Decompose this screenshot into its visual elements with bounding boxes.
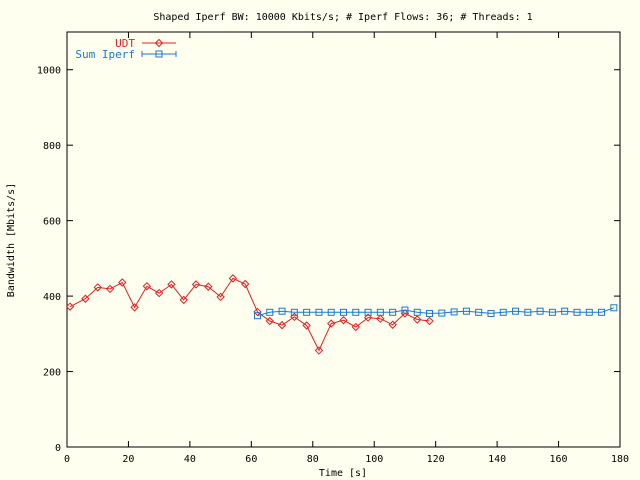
y-tick-label: 800 bbox=[43, 141, 61, 152]
data-point bbox=[524, 308, 532, 316]
y-axis-label: Bandwidth [Mbits/s] bbox=[6, 183, 17, 297]
data-point bbox=[512, 307, 520, 315]
data-point bbox=[315, 308, 323, 316]
data-point bbox=[179, 295, 188, 305]
x-tick-label: 180 bbox=[611, 454, 629, 465]
data-point bbox=[327, 319, 336, 328]
data-point bbox=[314, 346, 324, 355]
data-point bbox=[561, 307, 569, 315]
data-point bbox=[277, 320, 287, 330]
data-point bbox=[191, 280, 201, 289]
data-point bbox=[351, 322, 360, 332]
x-tick-label: 80 bbox=[307, 454, 319, 465]
x-tick-label: 100 bbox=[365, 454, 383, 465]
y-tick-label: 400 bbox=[43, 292, 61, 303]
data-point bbox=[548, 308, 556, 316]
data-point bbox=[364, 308, 372, 316]
legend-label: Sum Iperf bbox=[75, 48, 135, 61]
legend-item: Sum Iperf bbox=[75, 48, 177, 61]
x-tick-label: 20 bbox=[122, 454, 134, 465]
data-point bbox=[499, 308, 507, 316]
data-point bbox=[265, 316, 274, 326]
data-point bbox=[413, 308, 421, 316]
data-point bbox=[536, 307, 544, 315]
data-point bbox=[400, 309, 410, 318]
data-point bbox=[290, 308, 298, 316]
legend-label: UDT bbox=[115, 37, 135, 50]
legend-marker bbox=[154, 38, 164, 48]
series-sum-iperf bbox=[253, 304, 618, 320]
data-point bbox=[340, 308, 347, 316]
data-point bbox=[376, 308, 384, 316]
data-point bbox=[475, 308, 483, 316]
data-point bbox=[204, 282, 213, 291]
data-point bbox=[585, 308, 593, 316]
axes: 0 20 40 60 80 100 120 140 160 180 0 200 400 600 800 100… bbox=[37, 32, 629, 465]
series-udt bbox=[65, 274, 434, 355]
series-line bbox=[69, 277, 430, 352]
legend-item: UDT bbox=[115, 37, 176, 50]
x-tick-label: 60 bbox=[245, 454, 257, 465]
series-layer bbox=[65, 274, 618, 355]
data-point bbox=[228, 274, 238, 283]
data-point bbox=[573, 308, 581, 316]
series-line bbox=[257, 307, 615, 317]
data-point bbox=[130, 303, 139, 312]
data-point bbox=[118, 278, 127, 287]
x-tick-label: 0 bbox=[64, 454, 70, 465]
data-point bbox=[487, 309, 495, 317]
data-point bbox=[426, 309, 434, 317]
data-point bbox=[253, 312, 261, 320]
x-axis-label: Time [s] bbox=[319, 468, 367, 479]
data-point bbox=[388, 320, 397, 329]
data-point bbox=[425, 316, 434, 326]
data-point bbox=[462, 307, 470, 315]
data-point bbox=[376, 314, 385, 323]
data-point bbox=[363, 313, 373, 322]
data-point bbox=[278, 307, 286, 315]
data-point bbox=[450, 308, 458, 316]
data-point bbox=[401, 306, 409, 314]
chart-title: Shaped Iperf BW: 10000 Kbits/s; # Iperf … bbox=[153, 12, 532, 23]
x-tick-label: 40 bbox=[184, 454, 196, 465]
y-tick-label: 0 bbox=[55, 443, 61, 454]
data-point bbox=[154, 288, 164, 298]
data-point bbox=[598, 308, 606, 316]
data-point bbox=[105, 284, 115, 294]
data-point bbox=[93, 283, 102, 292]
data-point bbox=[216, 292, 225, 302]
data-point bbox=[302, 321, 311, 330]
data-point bbox=[389, 308, 397, 316]
data-point bbox=[266, 308, 274, 316]
data-point bbox=[327, 308, 335, 316]
data-point bbox=[142, 282, 152, 291]
x-tick-label: 160 bbox=[550, 454, 568, 465]
data-point bbox=[610, 304, 618, 312]
x-tick-label: 140 bbox=[488, 454, 506, 465]
data-point bbox=[438, 309, 446, 317]
data-point bbox=[81, 294, 90, 303]
x-tick-label: 120 bbox=[427, 454, 445, 465]
data-point bbox=[167, 280, 176, 289]
data-point bbox=[339, 316, 348, 325]
data-point bbox=[65, 302, 75, 311]
y-tick-label: 600 bbox=[43, 217, 61, 228]
data-point bbox=[303, 308, 311, 316]
data-point bbox=[352, 308, 360, 316]
legend-marker bbox=[155, 50, 163, 58]
data-point bbox=[240, 279, 250, 289]
y-tick-label: 1000 bbox=[37, 66, 61, 77]
plot-frame bbox=[66, 31, 621, 448]
y-tick-label: 200 bbox=[43, 368, 61, 379]
data-point bbox=[413, 315, 422, 324]
